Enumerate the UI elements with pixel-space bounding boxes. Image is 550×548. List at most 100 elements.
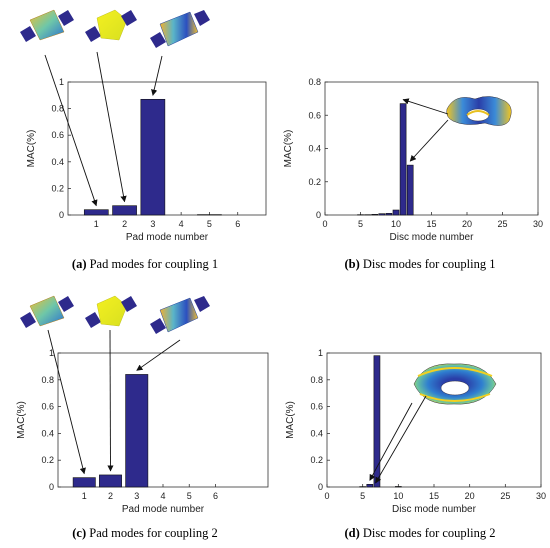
y-tick-label: 0.6: [41, 402, 54, 412]
bar: [406, 164, 414, 216]
x-tick-label: 30: [533, 219, 543, 229]
y-tick-label: 0.2: [308, 177, 321, 187]
y-tick-label: 0.2: [310, 455, 323, 465]
y-tick-label: 0.4: [310, 428, 323, 438]
y-tick-label: 0.2: [51, 183, 64, 193]
caption-d: (d) Disc modes for coupling 2: [344, 526, 495, 540]
x-tick-label: 6: [213, 491, 218, 501]
bar: [399, 103, 407, 216]
pad-mode-1-icon: [20, 9, 74, 42]
caption-b: (b) Disc modes for coupling 1: [344, 257, 495, 271]
y-tick-label: 0.6: [51, 130, 64, 140]
y-tick-label: 0.4: [51, 157, 64, 167]
plot-area: [57, 352, 269, 488]
y-tick-label: 0: [316, 210, 321, 220]
x-axis-label: Disc mode number: [390, 232, 475, 243]
x-tick-label: 15: [429, 491, 439, 501]
x-tick-label: 15: [426, 219, 436, 229]
y-tick-label: 0.8: [41, 375, 54, 385]
pad-mode-2-icon: [85, 9, 137, 42]
x-axis-label: Disc mode number: [392, 504, 477, 515]
annotation-arrow: [409, 119, 449, 162]
x-tick-label: 3: [150, 219, 155, 229]
x-tick-label: 25: [500, 491, 510, 501]
x-tick-label: 20: [462, 219, 472, 229]
y-axis-label: MAC(%): [26, 130, 37, 168]
y-tick-label: 0: [318, 482, 323, 492]
annotation-arrow: [96, 51, 127, 203]
pad-mode-1-icon: [20, 295, 74, 328]
annotation-arrows: [44, 51, 449, 484]
x-tick-label: 1: [94, 219, 99, 229]
bar: [392, 209, 400, 216]
annotation-arrow: [136, 339, 181, 371]
annotation-arrow: [151, 55, 163, 96]
y-tick-label: 0.6: [310, 402, 323, 412]
pad-mode-3-icon: [150, 296, 210, 334]
y-axis-label: MAC(%): [285, 401, 296, 439]
bar: [72, 477, 96, 488]
x-tick-label: 25: [497, 219, 507, 229]
y-tick-label: 0.4: [41, 428, 54, 438]
x-tick-label: 30: [536, 491, 546, 501]
bar: [371, 214, 379, 216]
x-tick-label: 10: [393, 491, 403, 501]
annotation-arrow: [369, 402, 413, 481]
y-tick-label: 0.6: [308, 110, 321, 120]
panel-a-pad-modes-coupling-1: 0 0.2 0.4 0.6 0.8 1 1 2 3 4 5 6 Pad mode number MAC(%…: [26, 77, 267, 243]
disc-mode-icon: [446, 96, 512, 126]
x-tick-label: 10: [391, 219, 401, 229]
pad-mode-2-icon: [85, 295, 137, 328]
y-tick-label: 0.8: [308, 77, 321, 87]
x-tick-label: 1: [82, 491, 87, 501]
y-axis-label: MAC(%): [283, 130, 294, 168]
plot-area: [67, 81, 267, 216]
bar: [125, 374, 149, 488]
x-tick-label: 5: [187, 491, 192, 501]
x-tick-label: 3: [134, 491, 139, 501]
x-axis-label: Pad mode number: [126, 232, 209, 243]
bar: [99, 474, 122, 488]
x-tick-label: 0: [324, 491, 329, 501]
x-tick-label: 5: [358, 219, 363, 229]
annotation-arrow: [44, 54, 98, 207]
disc-mode-icon: [413, 363, 497, 405]
bar: [366, 484, 374, 488]
y-tick-label: 1: [318, 348, 323, 358]
pad-mode-3-icon: [150, 10, 210, 48]
bar: [385, 213, 393, 216]
x-axis-label: Pad mode number: [122, 504, 205, 515]
bar: [83, 209, 109, 216]
y-tick-label: 0.8: [310, 375, 323, 385]
panel-c-pad-modes-coupling-2: 0 0.2 0.4 0.6 0.8 1 1 2 3 4 5 6 Pad mode number MAC(%…: [16, 348, 269, 515]
y-tick-label: 0: [49, 482, 54, 492]
x-tick-label: 4: [160, 491, 165, 501]
caption-c: (c) Pad modes for coupling 2: [72, 526, 217, 540]
x-tick-label: 4: [179, 219, 184, 229]
x-tick-label: 6: [235, 219, 240, 229]
y-axis-label: MAC(%): [16, 401, 27, 439]
x-tick-label: 0: [322, 219, 327, 229]
panel-b-disc-modes-coupling-1: 0 0.2 0.4 0.6 0.8 0 5 10 15 20 25 30 Disc mode numbe…: [283, 77, 543, 243]
x-tick-label: 2: [108, 491, 113, 501]
caption-a: (a) Pad modes for coupling 1: [72, 257, 218, 271]
x-tick-label: 20: [465, 491, 475, 501]
bar: [140, 98, 166, 216]
bar: [112, 205, 137, 216]
y-tick-label: 1: [59, 77, 64, 87]
y-tick-label: 0.4: [308, 144, 321, 154]
annotation-arrow: [47, 329, 86, 475]
y-tick-label: 0.8: [51, 104, 64, 114]
x-tick-label: 5: [207, 219, 212, 229]
x-tick-label: 2: [122, 219, 127, 229]
bar: [378, 213, 386, 216]
annotation-arrow: [107, 329, 114, 472]
y-tick-label: 1: [49, 348, 54, 358]
y-tick-label: 0: [59, 210, 64, 220]
bar: [373, 355, 381, 488]
annotation-arrow: [375, 395, 427, 484]
bar: [395, 486, 402, 488]
x-tick-label: 5: [360, 491, 365, 501]
